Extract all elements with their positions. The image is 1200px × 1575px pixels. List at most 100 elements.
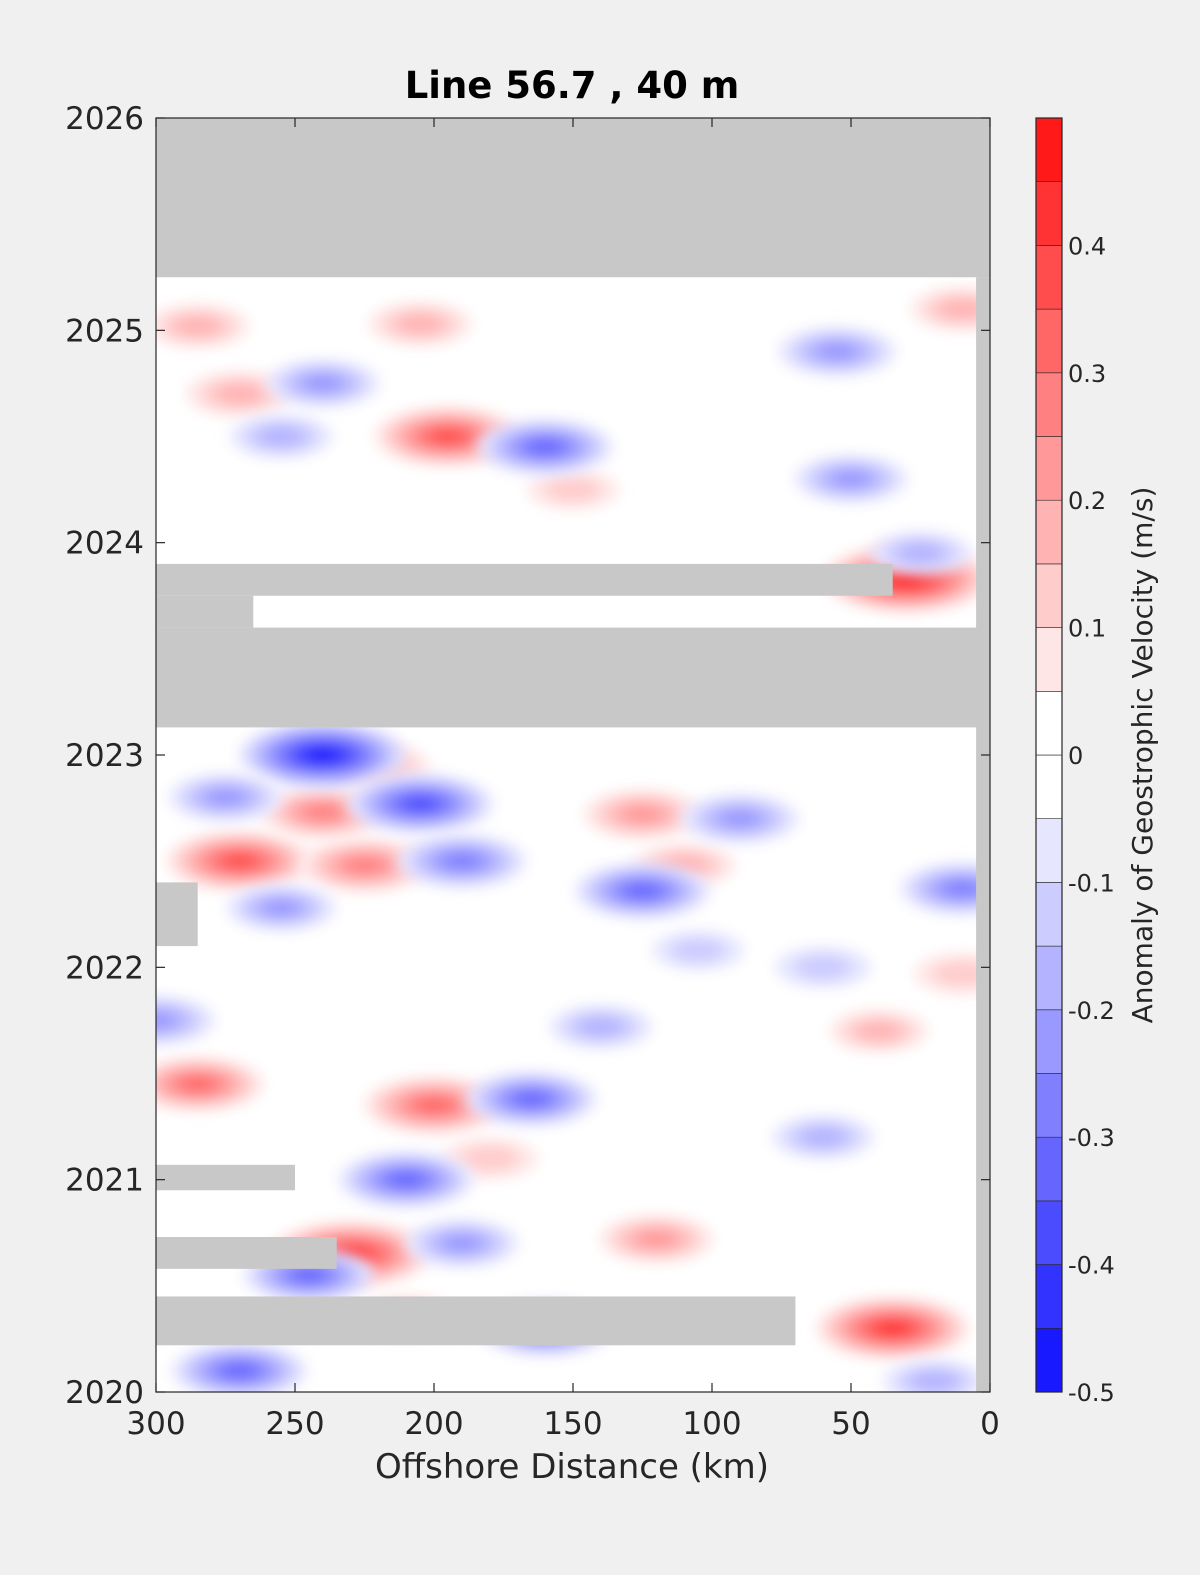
anomaly-blob <box>265 359 380 408</box>
colorbar-band <box>1035 945 1063 1011</box>
anomaly-blob <box>583 789 702 840</box>
anomaly-blob <box>368 301 472 346</box>
colorbar-band <box>1035 882 1063 947</box>
x-axis-label: Offshore Distance (km) <box>375 1447 769 1487</box>
anomaly-blob <box>914 952 990 995</box>
colorbar-band <box>1035 1264 1063 1329</box>
anomaly-blob <box>238 721 408 789</box>
anomaly-blob <box>899 862 990 915</box>
anomaly-blob <box>299 838 430 893</box>
missing-data-layer <box>156 118 990 1392</box>
y-tick-label: 2022 <box>65 950 144 986</box>
anomaly-blob <box>477 419 614 476</box>
missing-data-region <box>156 595 254 628</box>
y-tick-label: 2025 <box>65 313 144 349</box>
anomaly-blob <box>815 1297 970 1360</box>
colorbar-band <box>1035 1073 1063 1138</box>
anomaly-blob <box>680 793 799 844</box>
anomaly-blob <box>156 995 216 1046</box>
anomaly-blob <box>165 831 313 892</box>
anomaly-blob <box>260 786 386 839</box>
colorbar-tick-label: -0.5 <box>1068 1379 1115 1407</box>
missing-data-region <box>156 882 198 947</box>
anomaly-blob <box>171 1342 308 1392</box>
anomaly-blob <box>168 773 283 822</box>
x-tick-label: 50 <box>831 1406 870 1442</box>
y-tick-label: 2026 <box>65 101 144 137</box>
colorbar-band <box>1035 308 1063 374</box>
colorbar-band <box>1035 245 1063 310</box>
y-axis: 2020 2021 2022 2023 2024 2025 2026 <box>65 101 990 1411</box>
anomaly-blob <box>869 531 972 576</box>
colorbar-ticks: -0.5 -0.4 -0.3 -0.2 -0.1 0 0.1 0.2 0.3 0.4 <box>1068 232 1115 1407</box>
x-tick-label: 0 <box>980 1406 1000 1442</box>
anomaly-blob <box>549 1004 653 1049</box>
anomaly-blob <box>777 326 897 377</box>
colorbar-label: Anomaly of Geostrophic Velocity (m/s) <box>1126 487 1159 1024</box>
colorbar-band <box>1035 690 1063 756</box>
colorbar-band <box>1035 1009 1063 1074</box>
anomaly-blob <box>652 930 745 971</box>
colorbar-tick-label: -0.3 <box>1068 1124 1115 1152</box>
colorbar-tick-label: 0.3 <box>1068 360 1106 388</box>
colorbar-tick-label: -0.4 <box>1068 1252 1115 1280</box>
missing-data-region <box>156 1296 796 1346</box>
y-tick-label: 2020 <box>65 1375 144 1411</box>
missing-data-region <box>156 1236 337 1269</box>
missing-data-region <box>156 118 990 278</box>
colorbar-band <box>1035 436 1063 501</box>
colorbar-band <box>1035 1328 1063 1393</box>
anomaly-blob <box>882 1359 986 1392</box>
colorbar-tick-label: -0.2 <box>1068 997 1115 1025</box>
colorbar-tick-label: 0 <box>1068 742 1083 770</box>
anomaly-blob <box>156 1056 264 1112</box>
x-tick-label: 300 <box>126 1406 185 1442</box>
colorbar-band <box>1035 117 1063 183</box>
anomaly-blob <box>374 406 522 467</box>
anomaly-blob <box>910 287 990 332</box>
x-tick-label: 200 <box>404 1406 463 1442</box>
colorbar-band <box>1035 627 1063 692</box>
plot-area: 300 250 200 150 100 50 0 202020212022202320242… <box>65 101 1000 1442</box>
colorbar-frame <box>1035 117 1063 1393</box>
colorbar-band <box>1035 563 1063 628</box>
colorbar-tick-label: 0.1 <box>1068 615 1106 643</box>
missing-data-region <box>976 277 990 1392</box>
colorbar-tick-label: 0.4 <box>1068 232 1106 260</box>
anomaly-blob <box>465 1071 598 1127</box>
colorbar-tick-label: 0.2 <box>1068 487 1106 515</box>
anomaly-blob <box>829 1009 929 1053</box>
y-tick-label: 2024 <box>65 526 144 562</box>
colorbar-band <box>1035 1136 1063 1202</box>
y-tick-label: 2023 <box>65 738 144 774</box>
anomaly-blob <box>527 469 619 510</box>
colorbar: -0.5 -0.4 -0.3 -0.2 -0.1 0 0.1 0.2 0.3 0.4 Anomal… <box>1035 117 1159 1407</box>
anomaly-blob <box>771 1115 875 1160</box>
anomaly-blob <box>397 834 527 888</box>
missing-data-region <box>156 563 893 596</box>
colorbar-band <box>1035 499 1063 565</box>
colorbar-band <box>1035 754 1063 820</box>
anomaly-blob <box>226 884 336 932</box>
colorbar-tick-label: -0.1 <box>1068 869 1115 897</box>
anomaly-blob <box>794 454 908 503</box>
x-tick-label: 150 <box>543 1406 602 1442</box>
x-tick-label: 100 <box>682 1406 741 1442</box>
anomaly-blob <box>338 1151 475 1208</box>
anomaly-blob <box>229 414 333 459</box>
anomaly-blob <box>404 1219 519 1268</box>
x-axis: 300 250 200 150 100 50 0 <box>126 118 1000 1442</box>
anomaly-blob <box>599 1215 714 1264</box>
chart-title: Line 56.7 , 40 m <box>405 64 740 107</box>
y-tick-label: 2021 <box>65 1163 144 1199</box>
x-tick-label: 250 <box>265 1406 324 1442</box>
colorbar-band <box>1035 372 1063 437</box>
colorbar-band <box>1035 1200 1063 1265</box>
anomaly-blob <box>156 304 250 349</box>
anomaly-blob <box>363 1076 505 1135</box>
anomaly-blob <box>775 946 872 989</box>
colorbar-band <box>1035 818 1063 883</box>
missing-data-region <box>156 627 990 728</box>
colorbar-band <box>1035 181 1063 246</box>
